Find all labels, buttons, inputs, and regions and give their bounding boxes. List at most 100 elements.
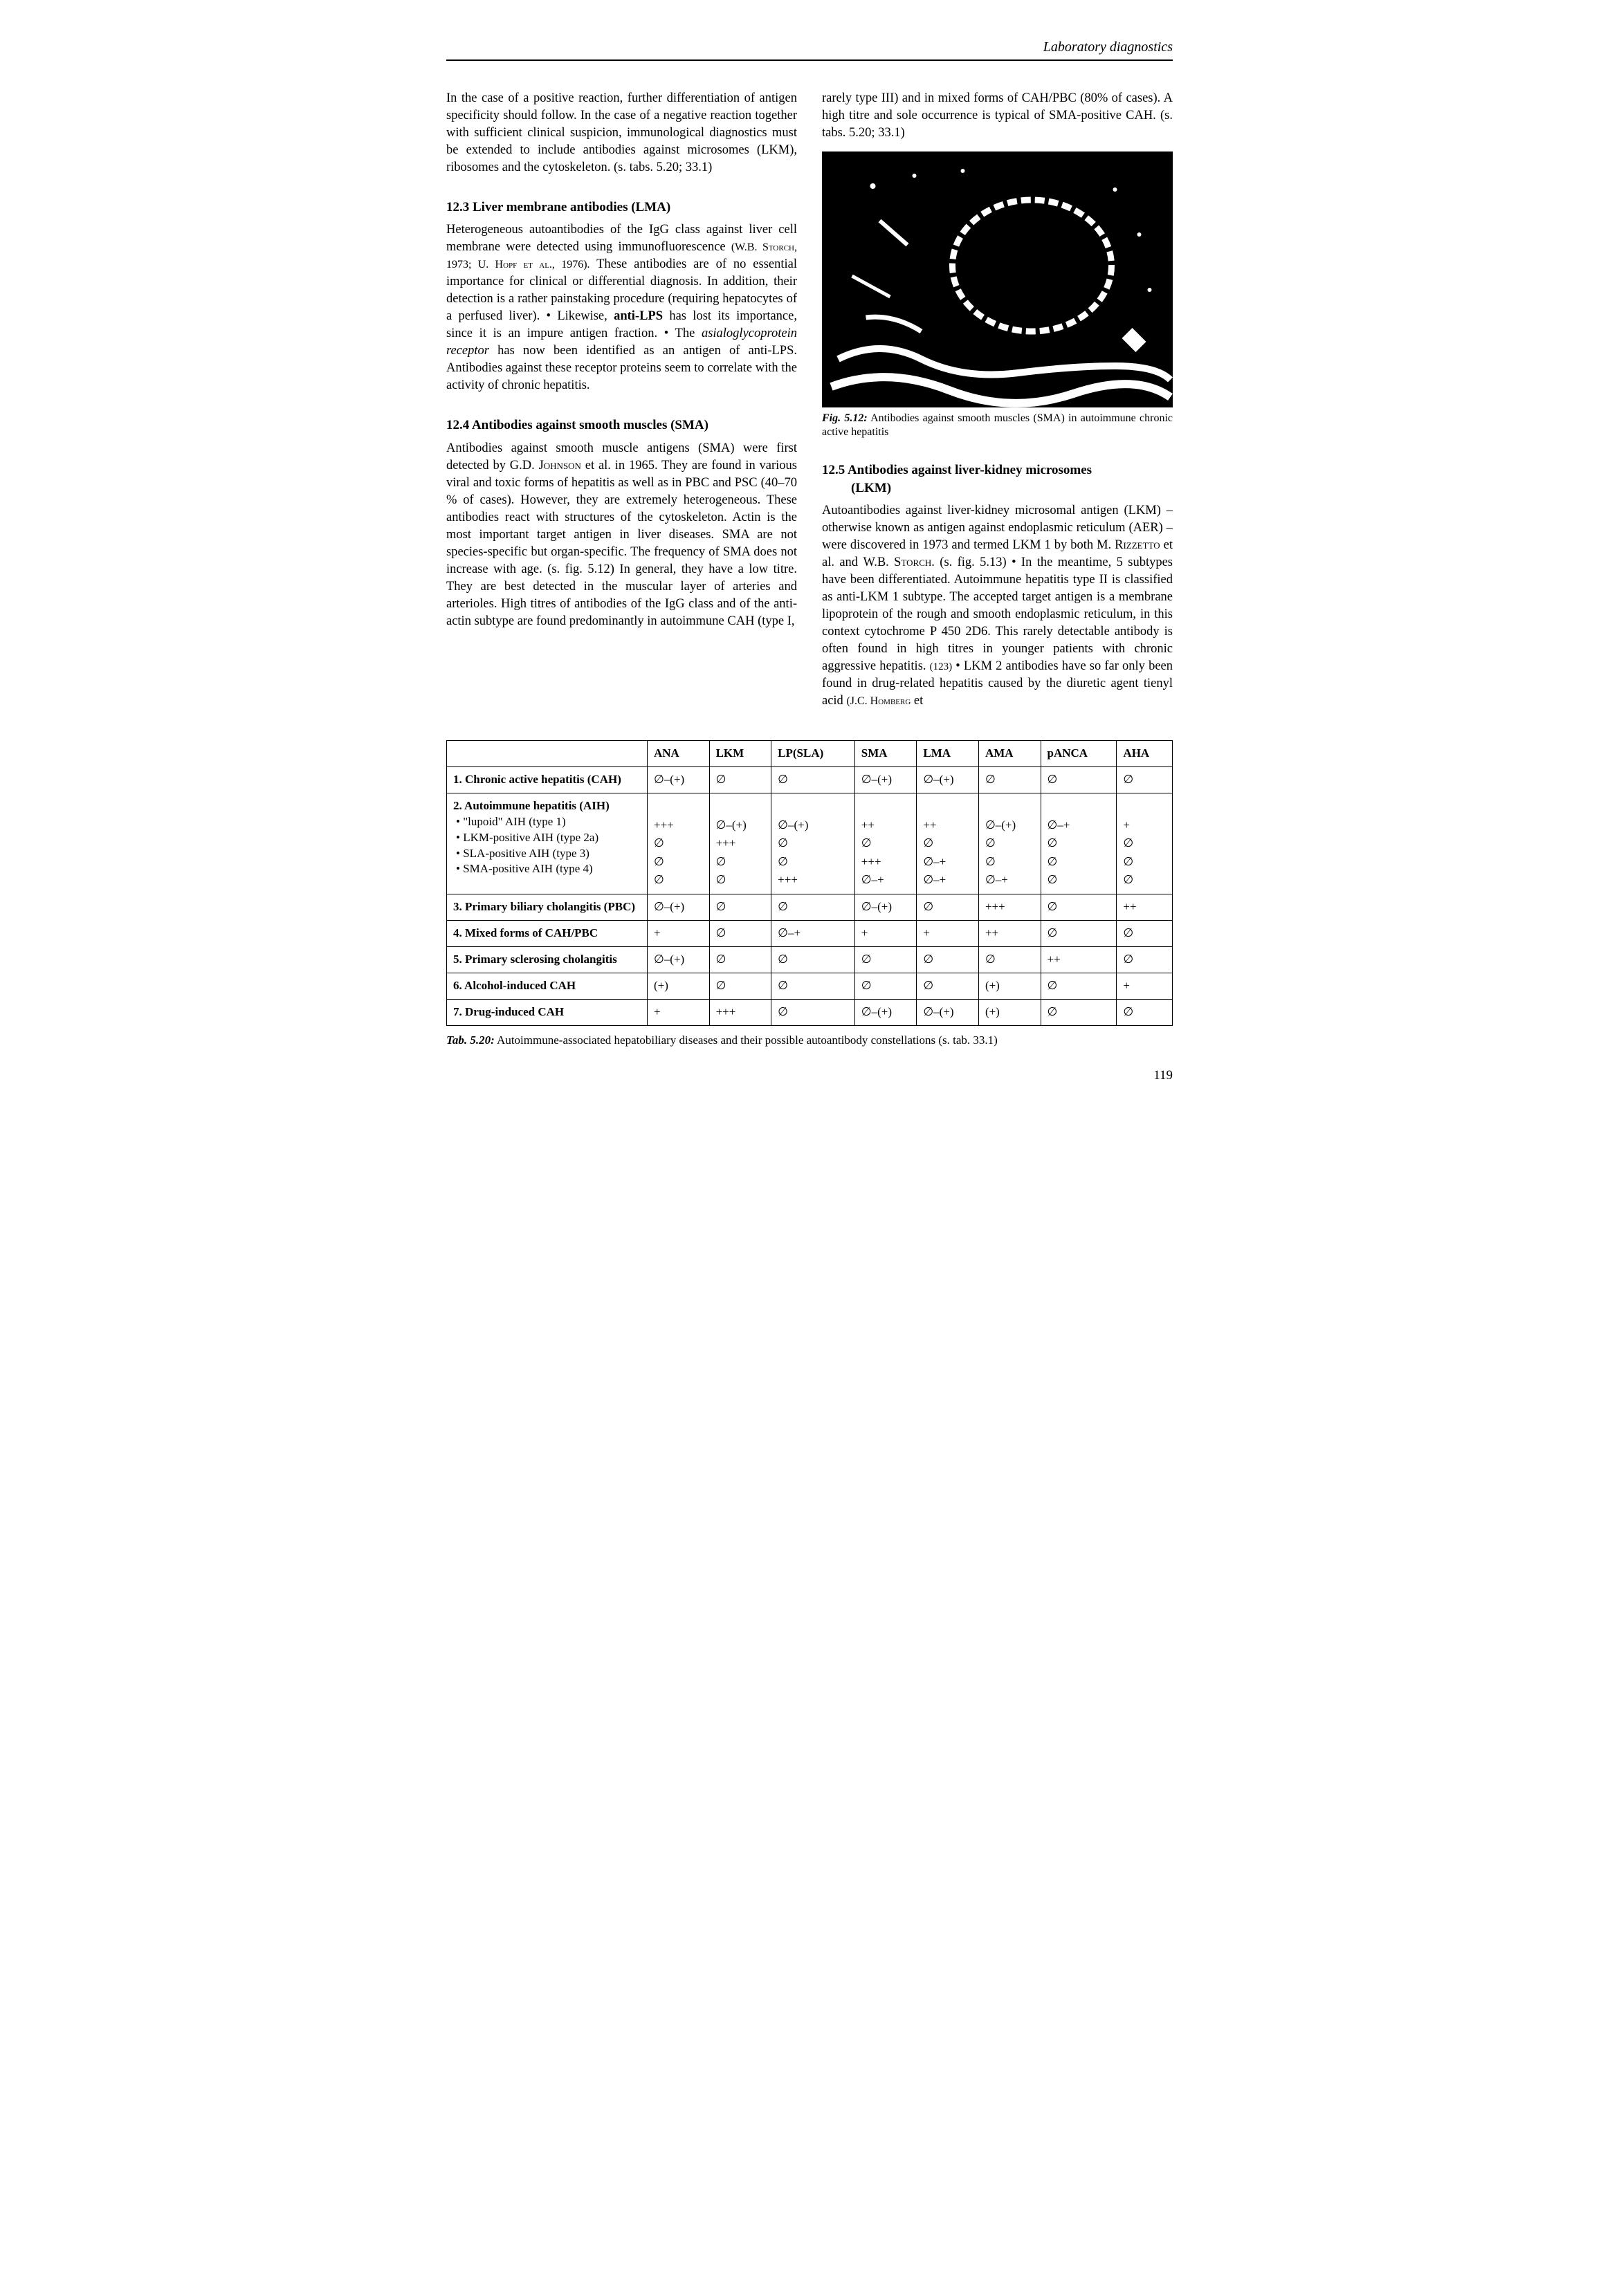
table-5-20: ANA LKM LP(SLA) SMA LMA AMA pANCA AHA 1.… (446, 740, 1173, 1049)
section-12-3-body: Heterogeneous autoantibodies of the IgG … (446, 221, 797, 394)
header-aha: AHA (1117, 740, 1173, 766)
section-12-4-heading: 12.4 Antibodies against smooth muscles (… (446, 416, 797, 434)
cell: ∅ (1117, 1000, 1173, 1026)
row-label: 5. Primary sclerosing cholangitis (447, 947, 648, 973)
header-sma: SMA (854, 740, 917, 766)
cell: +++ (978, 894, 1041, 921)
microscopy-image-placeholder (822, 151, 1173, 407)
cell: ++ (1041, 947, 1117, 973)
table-row: 2. Autoimmune hepatitis (AIH)• "lupoid" … (447, 793, 1173, 894)
table-row: 6. Alcohol-induced CAH(+)∅∅∅∅(+)∅+ (447, 973, 1173, 1000)
cell: ∅–(+) (917, 766, 979, 793)
table-body: 1. Chronic active hepatitis (CAH)∅–(+)∅∅… (447, 766, 1173, 1025)
ref-number: (123) (930, 661, 953, 672)
cell: +++ (709, 1000, 771, 1026)
cell: + (917, 921, 979, 947)
cell: ∅ (978, 766, 1041, 793)
left-column: In the case of a positive reaction, furt… (446, 90, 797, 710)
row-label: 6. Alcohol-induced CAH (447, 973, 648, 1000)
right-column: rarely type III) and in mixed forms of C… (822, 90, 1173, 710)
cell: ∅–+ (771, 921, 855, 947)
section-12-4-body: Antibodies against smooth muscle antigen… (446, 440, 797, 630)
cell: ++ (978, 921, 1041, 947)
row-label: 3. Primary biliary cholangitis (PBC) (447, 894, 648, 921)
cell: ++∅∅–+∅–+ (917, 793, 979, 894)
cell: ∅–(+) (648, 947, 710, 973)
figure-label: Fig. 5.12: (822, 412, 868, 424)
page-number: 119 (446, 1067, 1173, 1085)
cell: ∅ (771, 1000, 855, 1026)
section-12-4-continuation: rarely type III) and in mixed forms of C… (822, 90, 1173, 142)
cell: ∅ (854, 973, 917, 1000)
cell: ∅ (1117, 921, 1173, 947)
cell: ∅ (709, 766, 771, 793)
cell: ∅ (771, 947, 855, 973)
table-row: 1. Chronic active hepatitis (CAH)∅–(+)∅∅… (447, 766, 1173, 793)
cell: ∅–(+) (648, 894, 710, 921)
row-label: 1. Chronic active hepatitis (CAH) (447, 766, 648, 793)
citation: (J.C. Homberg (846, 695, 911, 707)
table-row: 7. Drug-induced CAH++++∅∅–(+)∅–(+)(+)∅∅ (447, 1000, 1173, 1026)
cell: + (1117, 973, 1173, 1000)
section-12-5-body: Autoantibodies against liver-kidney micr… (822, 502, 1173, 710)
header-lma: LMA (917, 740, 979, 766)
cell: ∅ (771, 973, 855, 1000)
header-lpsla: LP(SLA) (771, 740, 855, 766)
row-label: 4. Mixed forms of CAH/PBC (447, 921, 648, 947)
section-12-3-heading: 12.3 Liver membrane antibodies (LMA) (446, 199, 797, 217)
citation: W.B. Storch. (863, 555, 934, 569)
autoantibody-table: ANA LKM LP(SLA) SMA LMA AMA pANCA AHA 1.… (446, 740, 1173, 1026)
cell: (+) (648, 973, 710, 1000)
cell: ∅ (917, 894, 979, 921)
heading-line2: (LKM) (822, 481, 891, 495)
text: has now been identified as an antigen of… (446, 344, 797, 392)
table-caption-text: Autoimmune-associated hepatobiliary dise… (495, 1034, 998, 1047)
table-row: 3. Primary biliary cholangitis (PBC)∅–(+… (447, 894, 1173, 921)
cell: ∅–(+) (854, 766, 917, 793)
cell: + (854, 921, 917, 947)
figure-image (822, 151, 1173, 407)
cell: ∅ (709, 947, 771, 973)
table-row: 5. Primary sclerosing cholangitis∅–(+)∅∅… (447, 947, 1173, 973)
header-ama: AMA (978, 740, 1041, 766)
table-header-row: ANA LKM LP(SLA) SMA LMA AMA pANCA AHA (447, 740, 1173, 766)
table-label: Tab. 5.20: (446, 1034, 495, 1047)
cell: ∅ (771, 766, 855, 793)
citation: G.D. Johnson (510, 459, 581, 472)
cell: ∅–(+) (917, 1000, 979, 1026)
cell: ∅ (1041, 1000, 1117, 1026)
header-blank (447, 740, 648, 766)
bold-term: anti-LPS (614, 309, 663, 323)
header-panca: pANCA (1041, 740, 1117, 766)
cell: +++∅∅∅ (648, 793, 710, 894)
cell: ∅–+∅∅∅ (1041, 793, 1117, 894)
cell: ++∅+++∅–+ (854, 793, 917, 894)
cell: ∅ (917, 973, 979, 1000)
row-label: 7. Drug-induced CAH (447, 1000, 648, 1026)
cell: (+) (978, 973, 1041, 1000)
figure-5-12: Fig. 5.12: Antibodies against smooth mus… (822, 151, 1173, 439)
cell: ∅–(+) (854, 1000, 917, 1026)
table-caption: Tab. 5.20: Autoimmune-associated hepatob… (446, 1033, 1173, 1049)
cell: ∅ (1117, 766, 1173, 793)
figure-caption-text: Antibodies against smooth muscles (SMA) … (822, 412, 1173, 438)
text: et al. in 1965. They are found in variou… (446, 459, 797, 628)
cell: ∅ (1117, 947, 1173, 973)
cell: ∅ (771, 894, 855, 921)
cell: ∅ (1041, 766, 1117, 793)
cell: ∅ (709, 921, 771, 947)
cell: ∅–(+)∅∅∅–+ (978, 793, 1041, 894)
section-12-5-heading: 12.5 Antibodies against liver-kidney mic… (822, 461, 1173, 497)
text: et (911, 694, 923, 708)
table-row: 4. Mixed forms of CAH/PBC+∅∅–+++++∅∅ (447, 921, 1173, 947)
cell: ∅ (1041, 894, 1117, 921)
cell: ∅–(+)+++∅∅ (709, 793, 771, 894)
citation: M. Rizzetto (1097, 538, 1160, 552)
row-label: 2. Autoimmune hepatitis (AIH)• "lupoid" … (447, 793, 648, 894)
cell: ++ (1117, 894, 1173, 921)
cell: ∅ (709, 894, 771, 921)
heading-line1: 12.5 Antibodies against liver-kidney mic… (822, 463, 1092, 477)
header-lkm: LKM (709, 740, 771, 766)
text: (s. fig. 5.13) • In the meantime, 5 subt… (822, 555, 1173, 673)
cell: ∅ (978, 947, 1041, 973)
